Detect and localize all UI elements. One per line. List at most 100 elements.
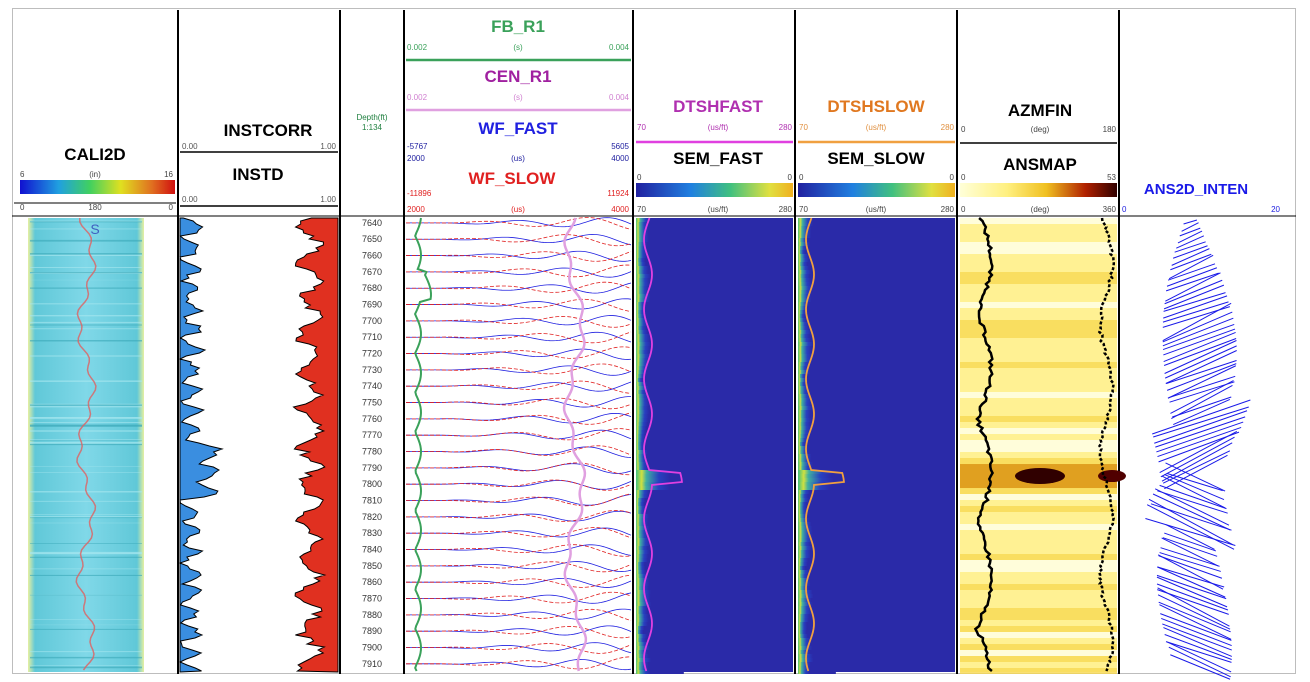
sem-fast-band: [636, 230, 678, 234]
ans2d-tick: [1157, 587, 1230, 627]
depth-label: 7740: [362, 381, 382, 391]
wffast-max: 4000: [611, 154, 629, 163]
ans2d-tick: [1159, 552, 1221, 572]
ans2d-tick: [1183, 219, 1198, 225]
instcorr-max: 1.00: [320, 142, 336, 151]
ansmap-band: [960, 344, 1117, 350]
depth-label: 7660: [362, 251, 382, 261]
waveform-header: FB_R1 0.002 (s) 0.004 CEN_R1 0.002 (s) 0…: [406, 17, 631, 214]
sem-slow-band: [798, 606, 842, 610]
sem-fast-band: [636, 270, 677, 274]
wf-fast-trace: [406, 494, 632, 506]
sem-fast-band: [636, 290, 679, 294]
sem-slow-band: [798, 406, 849, 410]
ans2d-tick: [1161, 442, 1233, 482]
depth-label: 7900: [362, 643, 382, 653]
ans2d-tick: [1150, 503, 1232, 531]
sem-slow-band: [798, 226, 843, 230]
sem-fast-band: [636, 426, 672, 430]
sem-slow-band: [798, 282, 844, 286]
sem-slow-band: [798, 602, 848, 606]
ansmap-band: [960, 542, 1117, 548]
ans2d-tick: [1152, 493, 1231, 531]
sem-slow-band: [798, 502, 828, 506]
sem-slow-band: [798, 578, 839, 582]
ansmap-band: [960, 446, 1117, 452]
wf-slow-trace: [406, 493, 632, 507]
depth-axis: 7640 7650 7660 7670 7680 7690 7700 7710 7720 7730…: [362, 218, 382, 669]
cali2d-min: 6: [20, 170, 25, 179]
depth-label: 7730: [362, 365, 382, 375]
ans2d-tick: [1162, 302, 1232, 342]
ans2d-tick: [1166, 360, 1237, 384]
sem-fast-band: [636, 286, 679, 290]
wf-fast-trace: [406, 348, 632, 360]
sem-slow-band: [798, 514, 832, 518]
ans2d-tick: [1171, 384, 1233, 420]
wffast-title: WF_FAST: [478, 119, 558, 138]
sem-slow-band: [798, 394, 841, 398]
sem-slow-band: [798, 426, 842, 430]
depth-label: 7830: [362, 528, 382, 538]
sem-slow-band: [798, 298, 843, 302]
cali2d-az-right: 0: [169, 203, 174, 212]
sem-fast-band: [636, 318, 674, 322]
wf-fast-trace: [406, 446, 632, 458]
sem-fast-band: [636, 382, 672, 386]
instcorr-min: 0.00: [182, 142, 198, 151]
sem-slow-band: [798, 334, 836, 338]
sem-fast-band: [636, 410, 681, 414]
wf-slow-trace: [406, 574, 632, 588]
semblance-fast-panel: [636, 217, 793, 674]
sem-fast-band: [636, 438, 666, 442]
sem-slow-band: [798, 362, 835, 366]
wf-fast-trace: [406, 217, 632, 228]
sem-fast-band: [636, 378, 660, 382]
sem-slow-band: [798, 590, 847, 594]
sem-fast-band: [636, 518, 677, 522]
fast-scale-unit: (us/ft): [708, 205, 729, 214]
wf-fast-trace: [406, 250, 632, 262]
ansmap-band: [960, 392, 1117, 398]
ansmap-band: [960, 314, 1117, 320]
sem-fast-band: [636, 458, 674, 462]
sem-fast-band: [636, 298, 683, 302]
sem-fast-band: [636, 498, 667, 502]
sem-fast-band: [636, 394, 678, 398]
slow-scale-max: 280: [941, 205, 955, 214]
sem-fast-band: [636, 630, 661, 634]
ans2d-tick: [1165, 524, 1215, 550]
sem-fast-band: [636, 282, 681, 286]
wfslow-title: WF_SLOW: [469, 169, 557, 188]
ans2d-tick: [1164, 340, 1237, 374]
ansmap-band: [960, 554, 1117, 560]
ans2d-title: ANS2D_INTEN: [1144, 181, 1248, 198]
cen-max: 0.004: [609, 93, 630, 102]
sem-slow-band: [798, 390, 833, 394]
sem-fast-band: [636, 466, 677, 470]
ans2d-tick: [1166, 363, 1237, 391]
ansmap-max: 53: [1107, 173, 1116, 182]
ansmap-band: [960, 428, 1117, 434]
ansmap-colorbar: [960, 183, 1117, 197]
sem-fast-band: [636, 450, 676, 454]
wf-slow-trace: [406, 363, 632, 375]
wf-fast-trace: [406, 577, 632, 588]
ans2d-tick: [1158, 601, 1231, 633]
ansmap-band: [960, 254, 1117, 260]
sem-fast-band: [636, 278, 680, 282]
ans2d-tick: [1164, 454, 1228, 490]
ansmap-band: [960, 638, 1117, 644]
sem-slow-band: [798, 570, 835, 574]
sem-fast-band: [636, 662, 678, 666]
sem-slow-band: [798, 462, 848, 466]
sem-slow-band: [798, 366, 832, 370]
ans2d-tick: [1155, 416, 1246, 448]
sem-fast-band: [636, 330, 675, 334]
depth-label: 7770: [362, 430, 382, 440]
depth-label: 7700: [362, 316, 382, 326]
sem-fast-band: [636, 582, 680, 586]
sem-slow-band: [798, 246, 827, 250]
sem-fast-band: [636, 346, 683, 350]
ansmap-band: [960, 608, 1117, 614]
